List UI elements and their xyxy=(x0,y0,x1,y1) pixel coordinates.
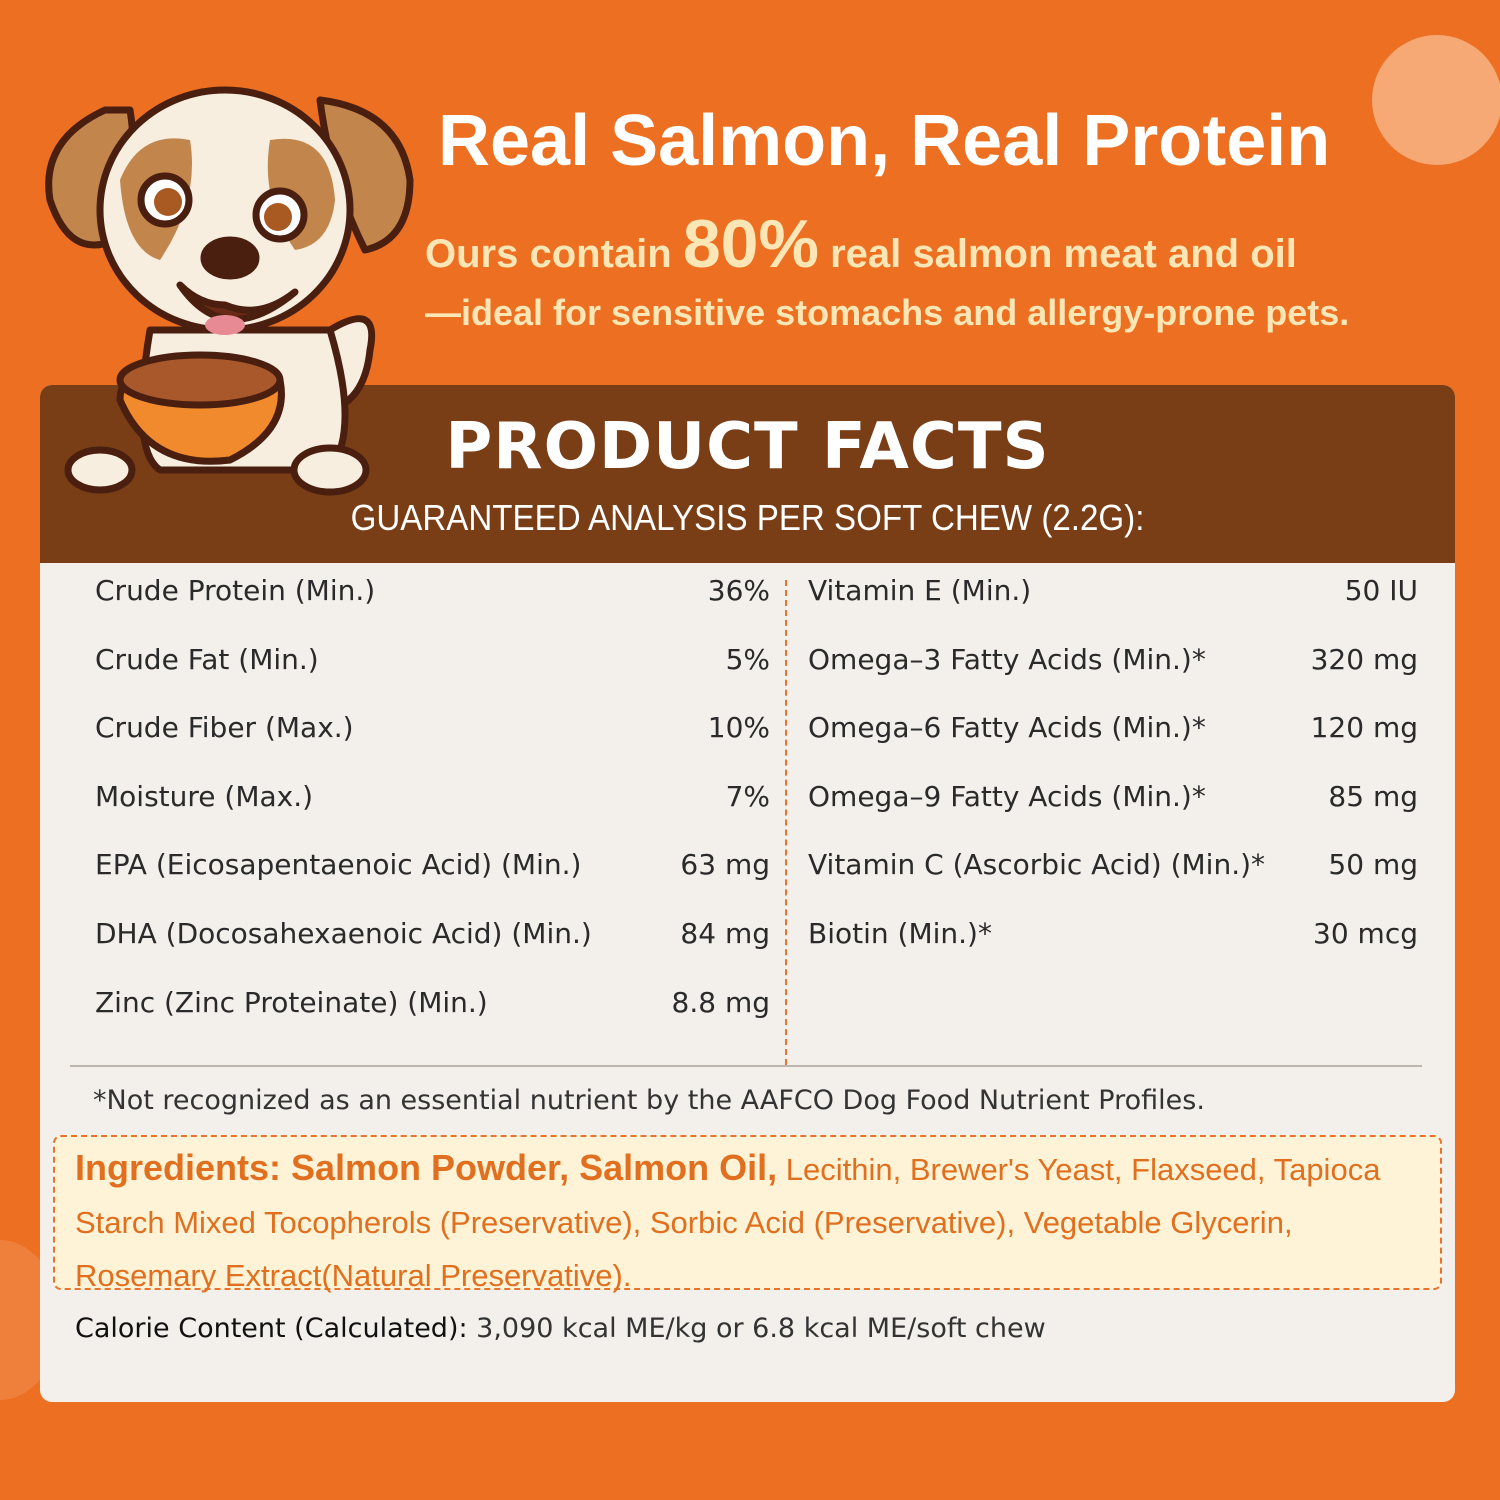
subheadline-pre: Ours contain xyxy=(425,232,672,276)
decorative-circle xyxy=(1372,35,1500,165)
subheadline: Ours contain 80% real salmon meat and oi… xyxy=(425,205,1297,283)
ingredients-rest: Lecithin, Brewer's Yeast, Flaxseed, Tapi… xyxy=(75,1152,1381,1293)
nutrient-value: 320 mg xyxy=(1310,642,1418,676)
nutrient-row: Moisture (Max.) 7% xyxy=(95,776,770,816)
product-facts-panel: PRODUCT FACTS GUARANTEED ANALYSIS PER SO… xyxy=(40,385,1455,1402)
percent-highlight: 80% xyxy=(682,206,819,282)
nutrient-row: Zinc (Zinc Proteinate) (Min.) 8.8 mg xyxy=(95,982,770,1022)
nutrient-value: 7% xyxy=(725,779,770,813)
puppy-illustration xyxy=(45,86,414,496)
headline: Real Salmon, Real Protein xyxy=(438,101,1331,181)
subheadline-line2: —ideal for sensitive stomachs and allerg… xyxy=(425,292,1350,333)
nutrient-value: 5% xyxy=(725,642,770,676)
nutrient-value: 10% xyxy=(707,710,770,744)
calorie-content: Calorie Content (Calculated): 3,090 kcal… xyxy=(75,1313,1046,1344)
divider xyxy=(70,1065,1422,1067)
subheadline-post: real salmon meat and oil xyxy=(830,232,1297,276)
nutrient-label: Crude Fiber (Max.) xyxy=(95,710,354,744)
nutrient-label: DHA (Docosahexaenoic Acid) (Min.) xyxy=(95,916,592,950)
food xyxy=(116,351,284,409)
nutrient-label: Biotin (Min.)* xyxy=(808,916,992,950)
footnote: *Not recognized as an essential nutrient… xyxy=(93,1085,1205,1116)
facts-subtitle: GUARANTEED ANALYSIS PER SOFT CHEW (2.2G)… xyxy=(350,497,1145,538)
nutrient-label: Vitamin E (Min.) xyxy=(808,573,1032,607)
nutrient-label: Zinc (Zinc Proteinate) (Min.) xyxy=(95,985,488,1019)
nutrient-row: Vitamin E (Min.) 50 IU xyxy=(808,570,1418,610)
nutrient-label: EPA (Eicosapentaenoic Acid) (Min.) xyxy=(95,847,582,881)
left-paw xyxy=(64,446,136,494)
nutrient-label: Crude Protein (Min.) xyxy=(95,573,376,607)
nutrient-value: 36% xyxy=(707,573,770,607)
calorie-label: Calorie Content (Calculated): xyxy=(75,1313,468,1344)
facts-title: PRODUCT FACTS xyxy=(445,410,1050,484)
nutrient-row: DHA (Docosahexaenoic Acid) (Min.) 84 mg xyxy=(95,913,770,953)
nutrient-row: Crude Fat (Min.) 5% xyxy=(95,639,770,679)
nutrient-label: Crude Fat (Min.) xyxy=(95,642,319,676)
right-paw xyxy=(290,444,370,496)
nutrient-row: Omega–6 Fatty Acids (Min.)* 120 mg xyxy=(808,707,1418,747)
nutrient-value: 84 mg xyxy=(680,916,770,950)
nutrient-label: Omega–9 Fatty Acids (Min.)* xyxy=(808,779,1206,813)
nutrient-row: Omega–3 Fatty Acids (Min.)* 320 mg xyxy=(808,639,1418,679)
nutrient-label: Omega–6 Fatty Acids (Min.)* xyxy=(808,710,1206,744)
nutrient-value: 30 mcg xyxy=(1313,916,1418,950)
nutrient-row: Crude Fiber (Max.) 10% xyxy=(95,707,770,747)
nose xyxy=(200,236,260,280)
nutrient-value: 63 mg xyxy=(680,847,770,881)
column-divider xyxy=(785,580,787,1065)
nutrient-row: Omega–9 Fatty Acids (Min.)* 85 mg xyxy=(808,776,1418,816)
nutrient-value: 8.8 mg xyxy=(671,985,770,1019)
nutrient-value: 50 mg xyxy=(1328,847,1418,881)
nutrient-row: Biotin (Min.)* 30 mcg xyxy=(808,913,1418,953)
ingredients-key: Ingredients: Salmon Powder, Salmon Oil, xyxy=(75,1147,778,1188)
nutrient-value: 120 mg xyxy=(1310,710,1418,744)
ingredients-box: Ingredients: Salmon Powder, Salmon Oil, … xyxy=(53,1135,1442,1293)
nutrient-value: 50 IU xyxy=(1344,573,1418,607)
nutrient-value: 85 mg xyxy=(1328,779,1418,813)
nutrient-row: Vitamin C (Ascorbic Acid) (Min.)* 50 mg xyxy=(808,844,1418,884)
nutrient-row: Crude Protein (Min.) 36% xyxy=(95,570,770,610)
nutrient-row: EPA (Eicosapentaenoic Acid) (Min.) 63 mg xyxy=(95,844,770,884)
calorie-value: 3,090 kcal ME/kg or 6.8 kcal ME/soft che… xyxy=(467,1313,1046,1344)
nutrient-label: Vitamin C (Ascorbic Acid) (Min.)* xyxy=(808,847,1266,881)
nutrient-label: Omega–3 Fatty Acids (Min.)* xyxy=(808,642,1206,676)
nutrient-label: Moisture (Max.) xyxy=(95,779,314,813)
